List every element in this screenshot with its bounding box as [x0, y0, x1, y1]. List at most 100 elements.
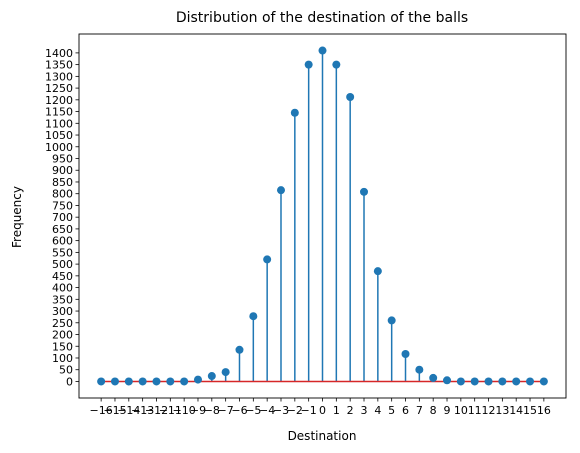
- x-tick-label: 5: [388, 404, 395, 417]
- stem-marker: [263, 255, 272, 264]
- chart-title: Distribution of the destination of the b…: [176, 10, 468, 26]
- x-tick-label: 11: [468, 404, 482, 417]
- stem-marker: [401, 349, 410, 358]
- y-tick-label: 150: [52, 340, 73, 353]
- stem-marker: [373, 267, 382, 276]
- x-tick-label: 6: [402, 404, 409, 417]
- stem-marker: [138, 377, 147, 386]
- stem-marker: [180, 377, 189, 386]
- y-tick-label: 900: [52, 164, 73, 177]
- y-tick-label: 600: [52, 235, 73, 248]
- x-tick-label: −16: [90, 404, 113, 417]
- stem-marker: [443, 376, 452, 385]
- x-tick-label: 7: [416, 404, 423, 417]
- stem-marker: [387, 316, 396, 325]
- y-tick-label: 350: [52, 293, 73, 306]
- markers: [97, 46, 548, 386]
- x-tick-label: 12: [482, 404, 496, 417]
- y-tick-label: 450: [52, 270, 73, 283]
- y-tick-label: 1100: [45, 117, 73, 130]
- y-tick-label: 950: [52, 153, 73, 166]
- x-tick-label: −15: [103, 404, 126, 417]
- stem-marker: [484, 377, 493, 386]
- x-tick-label: 8: [430, 404, 437, 417]
- y-tick-label: 50: [59, 364, 73, 377]
- stem-marker: [166, 377, 175, 386]
- x-tick-label: 3: [361, 404, 368, 417]
- y-tick-label: 700: [52, 211, 73, 224]
- x-tick-label: −8: [204, 404, 220, 417]
- x-tick-label: −6: [231, 404, 247, 417]
- x-tick-label: −11: [159, 404, 182, 417]
- y-tick-label: 850: [52, 176, 73, 189]
- stem-marker: [221, 368, 230, 377]
- y-tick-label: 1200: [45, 94, 73, 107]
- stem-marker: [290, 108, 299, 117]
- plot-frame: [78, 33, 567, 399]
- y-tick-label: 1000: [45, 141, 73, 154]
- y-tick-label: 750: [52, 199, 73, 212]
- x-tick-label: −4: [259, 404, 275, 417]
- stem-marker: [512, 377, 521, 386]
- stem-marker: [249, 312, 258, 321]
- y-tick-label: 1250: [45, 82, 73, 95]
- x-tick-label: −13: [131, 404, 154, 417]
- stem-marker: [526, 377, 535, 386]
- y-axis-label: Frequency: [10, 186, 24, 248]
- x-axis-ticks: −16−15−14−13−12−11−10−9−8−7−6−5−4−3−2−1 0…: [90, 398, 551, 417]
- stem-marker: [304, 60, 313, 69]
- x-tick-label: −5: [245, 404, 261, 417]
- y-tick-label: 300: [52, 305, 73, 318]
- y-tick-label: 1150: [45, 106, 73, 119]
- y-tick-label: 200: [52, 329, 73, 342]
- x-tick-label: 15: [523, 404, 537, 417]
- stem-marker: [360, 187, 369, 196]
- stem-marker: [498, 377, 507, 386]
- x-tick-label: 0: [319, 404, 326, 417]
- stem-marker: [539, 377, 548, 386]
- stem-marker: [470, 377, 479, 386]
- stem-marker: [110, 377, 119, 386]
- stem-marker: [429, 373, 438, 382]
- stem-marker: [152, 377, 161, 386]
- x-tick-label: −14: [117, 404, 140, 417]
- x-tick-label: 14: [509, 404, 523, 417]
- x-tick-label: 16: [537, 404, 551, 417]
- stem-marker: [124, 377, 133, 386]
- x-tick-label: −7: [218, 404, 234, 417]
- stem-marker: [346, 93, 355, 102]
- x-tick-label: 10: [454, 404, 468, 417]
- y-tick-label: 400: [52, 282, 73, 295]
- y-tick-label: 250: [52, 317, 73, 330]
- stem-marker: [456, 377, 465, 386]
- stem-marker: [193, 375, 202, 384]
- x-tick-label: 1: [333, 404, 340, 417]
- x-tick-label: −10: [173, 404, 196, 417]
- x-tick-label: 9: [444, 404, 451, 417]
- y-tick-label: 550: [52, 246, 73, 259]
- y-tick-label: 1050: [45, 129, 73, 142]
- x-tick-label: −9: [190, 404, 206, 417]
- y-tick-label: 800: [52, 188, 73, 201]
- x-tick-label: −3: [273, 404, 289, 417]
- x-axis-label: Destination: [288, 429, 357, 443]
- x-tick-label: 2: [347, 404, 354, 417]
- y-tick-label: 100: [52, 352, 73, 365]
- y-tick-label: 1350: [45, 59, 73, 72]
- stem-marker: [332, 60, 341, 69]
- stem-marker: [97, 377, 106, 386]
- stem-marker: [207, 372, 216, 381]
- stems: [197, 50, 448, 382]
- x-tick-label: 13: [495, 404, 509, 417]
- y-tick-label: 0: [66, 375, 73, 388]
- stem-marker: [318, 46, 327, 55]
- y-tick-label: 500: [52, 258, 73, 271]
- y-tick-label: 1400: [45, 47, 73, 60]
- stem-marker: [235, 345, 244, 354]
- x-tick-label: −12: [145, 404, 168, 417]
- x-tick-label: 4: [374, 404, 381, 417]
- stem-marker: [276, 186, 285, 195]
- y-tick-label: 1300: [45, 70, 73, 83]
- x-tick-label: −2: [287, 404, 303, 417]
